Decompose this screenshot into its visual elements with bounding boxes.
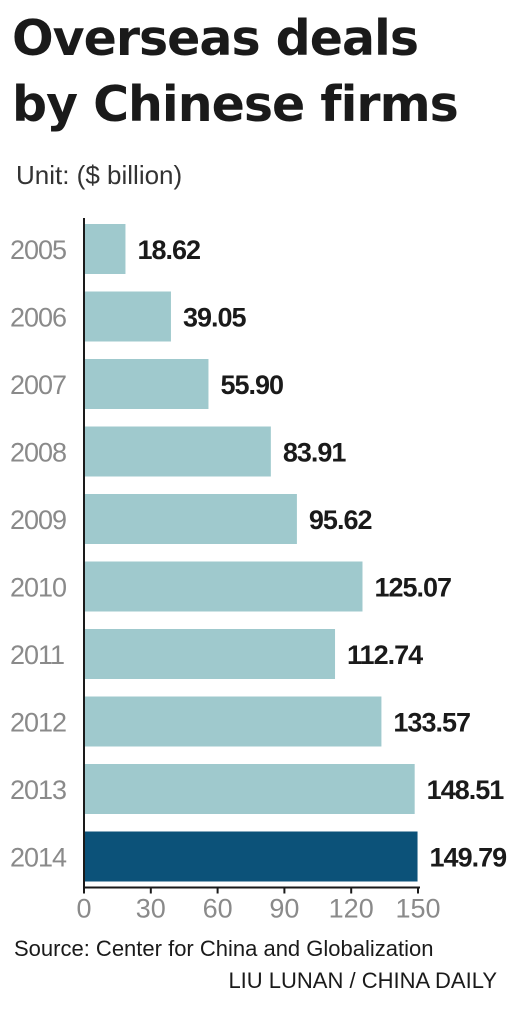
bar-2011 (85, 629, 336, 679)
category-label-2010: 2010 (10, 573, 66, 603)
value-label-2012: 133.57 (393, 708, 470, 738)
category-label-2006: 2006 (10, 303, 66, 333)
chart-title: Overseas deals by Chinese firms (12, 6, 459, 138)
bar-2009 (85, 494, 297, 544)
category-label-2007: 2007 (10, 370, 66, 400)
source-note: Source: Center for China and Globalizati… (14, 936, 434, 961)
x-tick-label-60: 60 (203, 894, 233, 924)
value-label-2014: 149.79 (430, 843, 508, 873)
value-label-2008: 83.91 (283, 438, 347, 468)
category-label-2011: 2011 (10, 640, 64, 670)
category-label-2012: 2012 (10, 708, 66, 738)
value-label-2005: 18.62 (137, 235, 200, 265)
bar-chart: 2005 18.62 2006 39.05 2007 55.90 2008 83.91 2009… (10, 218, 508, 924)
bar-2010 (85, 561, 363, 612)
value-label-2010: 125.07 (374, 573, 451, 603)
credit-line: LIU LUNAN / CHINA DAILY (228, 968, 497, 993)
category-label-2008: 2008 (10, 438, 66, 468)
x-tick-label-90: 90 (269, 894, 299, 924)
value-label-2009: 95.62 (309, 505, 372, 535)
bar-2006 (85, 291, 171, 342)
chart-title-line-1: Overseas deals (12, 10, 419, 67)
x-tick-label-0: 0 (76, 894, 91, 924)
chart-title-line-2: by Chinese firms (12, 76, 459, 133)
bar-2007 (85, 359, 209, 409)
value-label-2011: 112.74 (347, 640, 423, 670)
x-tick-label-120: 120 (329, 894, 374, 924)
bar-2013 (85, 764, 415, 814)
value-label-2006: 39.05 (183, 303, 247, 333)
unit-label: Unit: ($ billion) (16, 160, 183, 190)
category-label-2013: 2013 (10, 775, 66, 805)
value-label-2013: 148.51 (427, 775, 505, 805)
category-label-2014: 2014 (10, 843, 67, 873)
x-tick-label-150: 150 (395, 894, 440, 924)
value-label-2007: 55.90 (220, 370, 283, 400)
category-label-2009: 2009 (10, 505, 66, 535)
bar-2014 (85, 831, 418, 882)
bar-2008 (85, 426, 271, 477)
x-tick-label-30: 30 (136, 894, 166, 924)
bar-2012 (85, 696, 382, 747)
category-label-2005: 2005 (10, 235, 66, 265)
bar-2005 (85, 224, 126, 274)
